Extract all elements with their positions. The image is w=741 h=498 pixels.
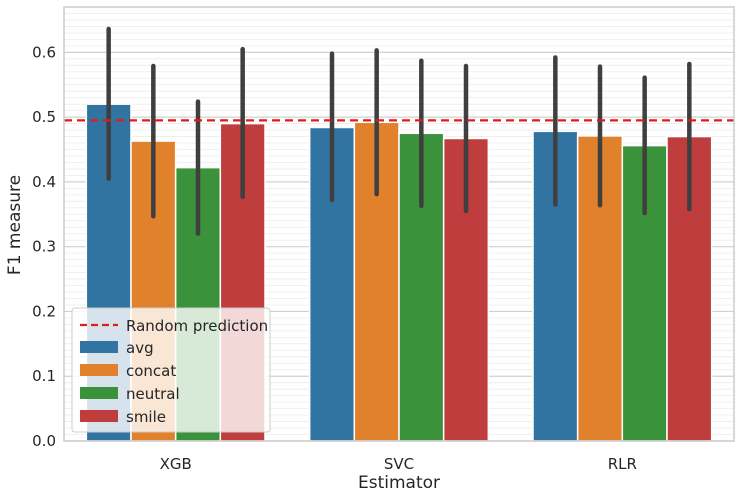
y-tick-label: 0.4 — [32, 173, 56, 191]
legend-box — [71, 307, 271, 433]
y-tick-label: 0.5 — [32, 108, 56, 126]
x-tick-label: XGB — [160, 455, 192, 473]
y-axis-title: F1 measure — [5, 175, 25, 275]
legend-label-concat: concat — [126, 362, 176, 380]
y-tick-label: 0.1 — [32, 367, 56, 385]
error-bars — [106, 26, 692, 236]
bar-avg-SVC — [308, 126, 356, 442]
legend-label-avg: avg — [126, 339, 154, 357]
legend-swatch-neutral — [80, 387, 118, 399]
legend-swatch-concat — [80, 364, 118, 376]
x-tick-labels: XGB SVC RLR — [160, 455, 637, 473]
legend: Random prediction avg concat neutral smi… — [71, 307, 271, 433]
y-tick-labels: 0.0 0.1 0.2 0.3 0.4 0.5 0.6 — [32, 43, 56, 450]
legend-label-random-prediction: Random prediction — [126, 317, 268, 335]
y-tick-label: 0.3 — [32, 238, 56, 256]
legend-label-neutral: neutral — [126, 385, 180, 403]
plot-frame — [63, 6, 735, 442]
y-tick-label: 0.6 — [32, 43, 56, 61]
x-tick-label: RLR — [608, 455, 637, 473]
legend-swatch-avg — [80, 341, 118, 353]
x-tick-label: SVC — [384, 455, 414, 473]
legend-swatch-smile — [80, 410, 118, 422]
legend-label-smile: smile — [126, 408, 166, 426]
y-tick-label: 0.0 — [32, 432, 56, 450]
y-tick-label: 0.2 — [32, 302, 56, 320]
x-axis-title: Estimator — [358, 473, 440, 493]
